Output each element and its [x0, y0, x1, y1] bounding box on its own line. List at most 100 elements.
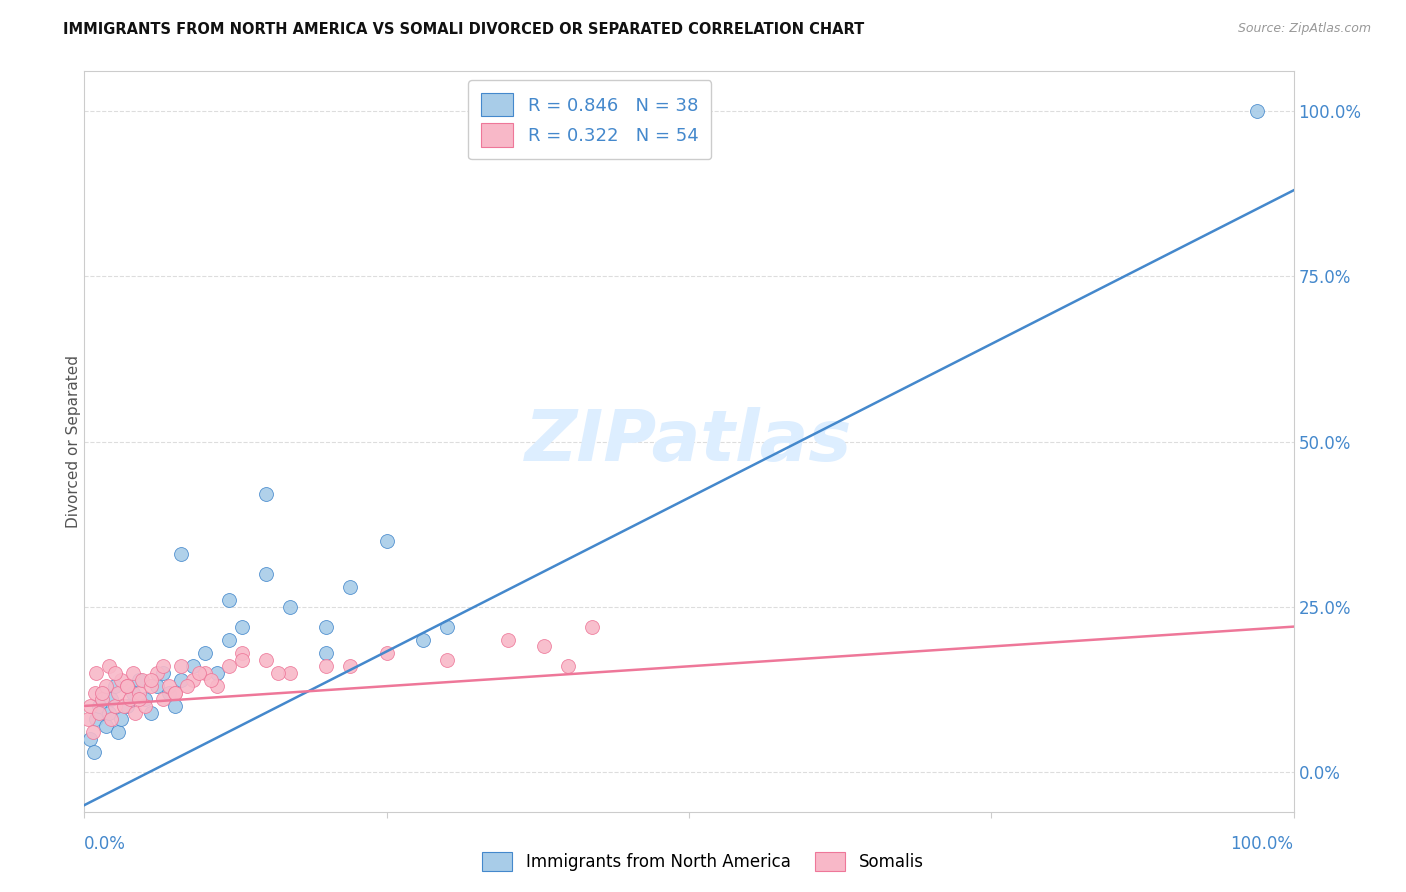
- Point: [94, 719, 117, 733]
- Legend: Immigrants from North America, Somalis: Immigrants from North America, Somalis: [474, 843, 932, 880]
- Point: [134, 692, 156, 706]
- Point: [86, 712, 108, 726]
- Point: [86, 665, 108, 680]
- Point: [110, 712, 132, 726]
- Point: [254, 566, 277, 581]
- Point: [91, 686, 114, 700]
- Point: [278, 599, 301, 614]
- Point: [115, 679, 138, 693]
- Point: [533, 640, 555, 654]
- Point: [412, 632, 434, 647]
- Point: [112, 698, 135, 713]
- Point: [139, 673, 162, 687]
- Point: [121, 686, 143, 700]
- Point: [170, 547, 193, 561]
- Point: [107, 725, 129, 739]
- Point: [128, 673, 150, 687]
- Point: [100, 692, 122, 706]
- Point: [231, 619, 253, 633]
- Text: IMMIGRANTS FROM NORTH AMERICA VS SOMALI DIVORCED OR SEPARATED CORRELATION CHART: IMMIGRANTS FROM NORTH AMERICA VS SOMALI …: [63, 22, 865, 37]
- Point: [87, 698, 110, 713]
- Point: [121, 665, 143, 680]
- Point: [120, 692, 142, 706]
- Point: [176, 679, 198, 693]
- Point: [152, 659, 174, 673]
- Point: [97, 659, 120, 673]
- Point: [100, 712, 122, 726]
- Point: [194, 646, 217, 660]
- Point: [231, 646, 253, 660]
- Point: [315, 646, 337, 660]
- Point: [124, 706, 146, 720]
- Point: [278, 665, 301, 680]
- Point: [128, 692, 150, 706]
- Point: [436, 653, 458, 667]
- Point: [84, 686, 107, 700]
- Point: [134, 698, 156, 713]
- Point: [181, 659, 204, 673]
- Point: [207, 679, 229, 693]
- Point: [91, 692, 114, 706]
- Point: [557, 659, 579, 673]
- Point: [170, 659, 193, 673]
- Point: [1246, 103, 1268, 118]
- Point: [97, 706, 120, 720]
- Point: [200, 673, 222, 687]
- Point: [79, 698, 101, 713]
- Point: [581, 619, 603, 633]
- Point: [165, 686, 187, 700]
- Point: [315, 619, 337, 633]
- Point: [152, 665, 174, 680]
- Point: [165, 686, 187, 700]
- Point: [91, 686, 114, 700]
- Point: [152, 692, 174, 706]
- Legend: R = 0.846   N = 38, R = 0.322   N = 54: R = 0.846 N = 38, R = 0.322 N = 54: [468, 80, 711, 160]
- Point: [496, 632, 519, 647]
- Point: [194, 665, 217, 680]
- Point: [188, 665, 211, 680]
- Point: [107, 686, 129, 700]
- Y-axis label: Divorced or Separated: Divorced or Separated: [66, 355, 80, 528]
- Point: [165, 698, 187, 713]
- Point: [79, 731, 101, 746]
- Point: [139, 706, 162, 720]
- Point: [218, 632, 240, 647]
- Point: [207, 665, 229, 680]
- Point: [375, 533, 398, 548]
- Point: [104, 665, 127, 680]
- Point: [231, 653, 253, 667]
- Point: [436, 619, 458, 633]
- Point: [267, 665, 290, 680]
- Point: [77, 712, 100, 726]
- Point: [375, 646, 398, 660]
- Point: [104, 698, 127, 713]
- Point: [110, 673, 132, 687]
- Text: 0.0%: 0.0%: [84, 835, 127, 853]
- Text: ZIPatlas: ZIPatlas: [526, 407, 852, 476]
- Point: [139, 679, 162, 693]
- Point: [181, 673, 204, 687]
- Point: [104, 679, 127, 693]
- Point: [315, 659, 337, 673]
- Point: [157, 686, 180, 700]
- Text: 100.0%: 100.0%: [1230, 835, 1294, 853]
- Point: [339, 659, 361, 673]
- Point: [94, 679, 117, 693]
- Point: [83, 745, 105, 759]
- Point: [146, 665, 169, 680]
- Point: [218, 593, 240, 607]
- Point: [157, 679, 180, 693]
- Point: [87, 706, 110, 720]
- Text: Source: ZipAtlas.com: Source: ZipAtlas.com: [1237, 22, 1371, 36]
- Point: [131, 673, 153, 687]
- Point: [339, 580, 361, 594]
- Point: [146, 679, 169, 693]
- Point: [254, 487, 277, 501]
- Point: [82, 725, 104, 739]
- Point: [115, 679, 138, 693]
- Point: [128, 686, 150, 700]
- Point: [218, 659, 240, 673]
- Point: [170, 673, 193, 687]
- Point: [115, 698, 138, 713]
- Point: [254, 653, 277, 667]
